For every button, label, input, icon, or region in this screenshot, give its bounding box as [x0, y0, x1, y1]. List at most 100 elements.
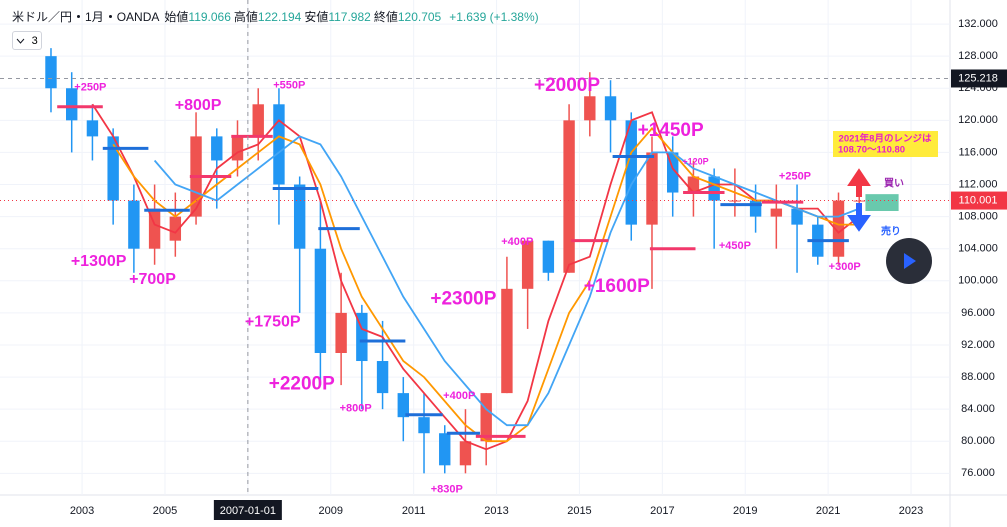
- candle-body: [107, 136, 119, 201]
- y-tick-label: 112.000: [959, 178, 998, 190]
- ohlc: 始値119.066 高値122.194 安値117.982 終値120.705: [164, 8, 444, 25]
- annotation: +550P: [273, 80, 305, 92]
- candle-body: [584, 96, 596, 121]
- x-tick-label: 2021: [816, 505, 840, 517]
- y-tick-label: 92.000: [961, 339, 995, 351]
- candle-body: [832, 200, 845, 257]
- candle-body: [66, 88, 78, 121]
- y-tick-label: 132.000: [958, 18, 998, 30]
- candle-body: [791, 208, 803, 225]
- grid: [0, 0, 950, 495]
- crosshair-x-box: [213, 500, 282, 520]
- moving-average: [112, 127, 860, 443]
- candle-body: [314, 248, 327, 353]
- candle-body: [252, 104, 264, 137]
- candle-body: [439, 433, 451, 466]
- candle-body: [293, 184, 306, 249]
- annotation: +2200P: [269, 373, 335, 394]
- annotation: +2000P: [534, 75, 600, 96]
- annotation: +250P: [779, 170, 811, 182]
- candle-body: [708, 176, 720, 201]
- x-tick-label: 2003: [70, 505, 94, 517]
- separator: [77, 15, 81, 18]
- x-tick-label: 2009: [319, 505, 343, 517]
- candle-body: [148, 208, 161, 249]
- y-tick-label: 76.000: [961, 467, 995, 479]
- ohlc-value: 120.705: [397, 10, 442, 24]
- y-tick-label: 80.000: [961, 435, 995, 447]
- y-tick-label: 120.000: [958, 114, 998, 126]
- candle-body: [418, 417, 430, 434]
- y-tick-label: 128.000: [958, 50, 998, 62]
- y-tick-label: 84.000: [961, 403, 995, 415]
- separator: [108, 15, 112, 18]
- x-tick-label: 2019: [733, 505, 757, 517]
- chevron[interactable]: [16, 38, 25, 44]
- y-tick-label: 100.000: [958, 275, 998, 287]
- last-price-label: 110.001: [959, 194, 998, 206]
- candle-body: [687, 176, 700, 193]
- candle-body: [604, 96, 617, 121]
- ohlc-value: 117.982: [328, 10, 371, 24]
- note-line: 2021年8月のレンジは: [839, 133, 932, 145]
- last-price-box: [951, 191, 1007, 210]
- crosshair-y-label: 125.218: [958, 72, 998, 84]
- indicator-dropdown[interactable]: 3: [12, 31, 42, 50]
- ohlc-label: 終値: [373, 10, 398, 24]
- candle-body: [45, 56, 57, 89]
- annotation: +250P: [74, 81, 106, 93]
- candle-body: [480, 393, 492, 442]
- candle-body: [211, 136, 223, 161]
- candle-body: [729, 200, 741, 202]
- y-tick-label: 116.000: [959, 146, 998, 158]
- annotation: +1750P: [245, 314, 301, 331]
- plot: [0, 0, 950, 495]
- play-button[interactable]: [886, 238, 932, 284]
- range-band: [865, 194, 899, 211]
- change: +1.639 (+1.38%): [449, 9, 539, 24]
- annotation: +300P: [829, 261, 861, 273]
- annotation: +400P: [501, 236, 533, 248]
- x-tick-label: 2015: [567, 505, 591, 517]
- x-tick-label: 2017: [650, 505, 674, 517]
- crosshair-x-label: 2007-01-01: [220, 505, 276, 517]
- x-tick-label: 2005: [153, 505, 177, 517]
- annotation: +400P: [443, 390, 475, 402]
- candle-body: [128, 200, 140, 249]
- candle-body: [853, 200, 865, 202]
- candle-body: [667, 152, 679, 193]
- candle-body: [169, 216, 182, 241]
- moving-average: [153, 135, 860, 427]
- y-tick-label: 108.000: [958, 211, 998, 223]
- y-tick-label: 96.000: [961, 307, 995, 319]
- candle-body: [459, 441, 472, 466]
- note-box: [833, 131, 938, 157]
- candle-body: [397, 393, 409, 418]
- annotation: +120P: [682, 156, 708, 166]
- candle-body: [542, 240, 555, 273]
- x-tick-label: 2011: [402, 505, 426, 517]
- dropdown-count[interactable]: 3: [31, 34, 38, 47]
- price-axis-bg: [950, 0, 1007, 527]
- candle-body: [646, 152, 658, 225]
- buy-label: 買い: [884, 178, 904, 190]
- buy-arrow: [847, 168, 871, 197]
- interval: 1月: [85, 10, 104, 24]
- header: 米ドル／円 1月 OANDA 始値119.066 高値122.194 安値117.9…: [12, 8, 542, 25]
- ohlc-value: 119.066: [188, 10, 231, 24]
- candle-body: [563, 120, 575, 273]
- candle-body: [770, 208, 783, 217]
- annotation: +1600P: [584, 276, 650, 297]
- annotation: +800P: [340, 402, 372, 414]
- x-tick-label: 2013: [484, 505, 508, 517]
- source: OANDA: [116, 9, 160, 24]
- ohlc-label: 高値: [233, 10, 258, 24]
- annotation: +1450P: [638, 120, 704, 141]
- annotation: +1300P: [71, 253, 127, 270]
- candle-body: [273, 104, 285, 185]
- sell-arrow: [847, 203, 871, 232]
- candle-body: [521, 240, 534, 289]
- candle-body: [231, 136, 244, 161]
- play-icon[interactable]: [904, 253, 916, 269]
